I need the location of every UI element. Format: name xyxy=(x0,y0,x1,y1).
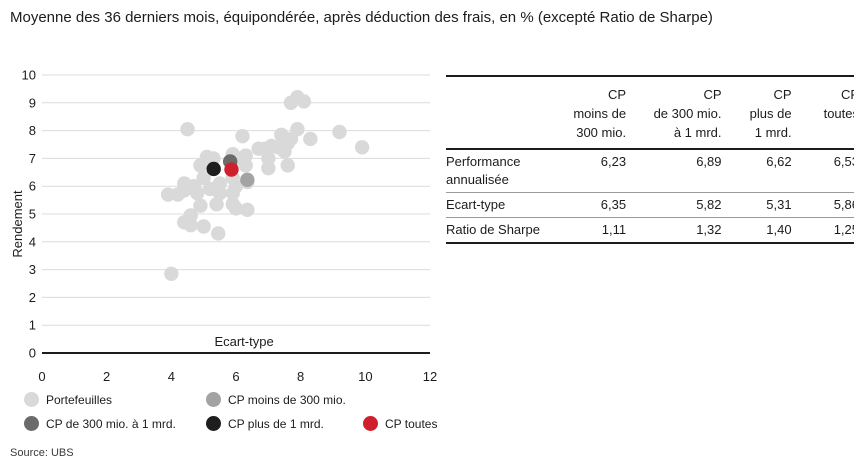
legend-item-cp-300-1mrd: CP de 300 mio. à 1 mrd. xyxy=(24,416,176,431)
table-cell: 1,40 xyxy=(728,217,799,244)
point-portefeuilles xyxy=(238,148,253,163)
point-portefeuilles xyxy=(190,185,205,201)
table-cell: 5,82 xyxy=(633,192,729,218)
point-portefeuilles xyxy=(235,128,250,144)
point-portefeuilles xyxy=(183,217,198,233)
point-portefeuilles xyxy=(228,201,244,216)
table-header-cell: CP moins de 300 mio. xyxy=(557,75,634,150)
table-row-label: Ecart-type xyxy=(446,192,558,218)
x-tick-label: 0 xyxy=(38,369,45,384)
legend-swatch xyxy=(24,416,39,431)
point-portefeuilles xyxy=(261,151,276,166)
table-cell: 1,11 xyxy=(557,217,634,244)
table-cell: 5,31 xyxy=(728,192,799,218)
point-cp-moins-de-300-mio xyxy=(240,172,255,188)
legend-item-cp-moins-300: CP moins de 300 mio. xyxy=(206,392,346,407)
legend-label: CP toutes xyxy=(385,416,438,431)
table-row: Ecart-type 6,35 5,82 5,31 5,86 xyxy=(446,192,854,218)
y-tick-label: 8 xyxy=(29,123,36,138)
x-tick-label: 4 xyxy=(168,369,175,384)
point-portefeuilles xyxy=(196,219,211,234)
y-tick-label: 9 xyxy=(29,95,36,110)
y-tick-label: 7 xyxy=(29,151,36,166)
point-cp-toutes xyxy=(224,162,239,177)
legend-swatch xyxy=(206,416,221,431)
legend-swatch xyxy=(24,392,39,407)
x-tick-label: 6 xyxy=(232,369,239,384)
y-axis-label: Rendement xyxy=(10,190,25,258)
point-portefeuilles xyxy=(240,202,255,218)
table-cell: 6,89 xyxy=(633,149,729,193)
y-tick-label: 0 xyxy=(29,346,36,361)
x-tick-labels: 0 2 4 6 8 10 12 xyxy=(38,369,437,384)
point-portefeuilles xyxy=(296,94,312,109)
table-header-cell: CP de 300 mio. à 1 mrd. xyxy=(633,75,729,150)
y-tick-label: 4 xyxy=(29,234,36,249)
point-portefeuilles xyxy=(196,170,211,186)
table-cell: 6,53 xyxy=(798,149,854,193)
table-cell: 1,25 xyxy=(798,217,854,244)
y-tick-label: 1 xyxy=(29,318,36,333)
table-cell: 6,62 xyxy=(728,149,799,193)
legend-item-cp-toutes: CP toutes xyxy=(363,416,437,431)
y-tick-labels: 0 1 2 3 4 5 6 7 8 9 10 xyxy=(22,68,36,361)
point-cp-plus-de-1-mrd xyxy=(206,161,221,177)
source-note: Source: UBS xyxy=(10,447,74,459)
data-points xyxy=(160,90,370,281)
table-row-label: Ratio de Sharpe xyxy=(446,217,558,244)
x-tick-label: 10 xyxy=(358,369,372,384)
statistics-table: CP moins de 300 mio. CP de 300 mio. à 1 mrd.… xyxy=(446,75,854,244)
legend-label: CP moins de 300 mio. xyxy=(228,392,346,407)
table-header-cell: CP plus de 1 mrd. xyxy=(728,75,799,150)
y-tick-label: 6 xyxy=(29,179,36,194)
x-tick-label: 8 xyxy=(297,369,304,384)
table-header-cell xyxy=(446,75,558,150)
point-portefeuilles xyxy=(280,158,295,173)
point-portefeuilles xyxy=(180,122,195,137)
point-portefeuilles xyxy=(212,185,228,201)
point-portefeuilles xyxy=(303,131,318,147)
y-tick-label: 5 xyxy=(29,207,36,222)
legend-item-cp-plus-1mrd: CP plus de 1 mrd. xyxy=(206,416,324,431)
table-cell: 5,86 xyxy=(798,192,854,218)
table-header-row: CP moins de 300 mio. CP de 300 mio. à 1 mrd.… xyxy=(446,75,854,150)
point-portefeuilles xyxy=(206,151,221,166)
legend-label: Portefeuilles xyxy=(46,392,113,407)
y-tick-label: 10 xyxy=(22,68,36,83)
point-portefeuilles xyxy=(354,140,370,155)
point-portefeuilles xyxy=(164,266,179,281)
x-tick-label: 2 xyxy=(103,369,110,384)
table-cell: 6,23 xyxy=(557,149,634,193)
legend-swatch xyxy=(363,416,378,431)
point-portefeuilles xyxy=(209,197,224,212)
x-axis-label: Ecart-type xyxy=(214,334,273,349)
table-row: Ratio de Sharpe 1,11 1,32 1,40 1,25 xyxy=(446,217,854,244)
table-row-label: Performance annualisée xyxy=(446,149,558,193)
table-row: Performance annualisée 6,23 6,89 6,62 6,5… xyxy=(446,149,854,193)
legend-label: CP plus de 1 mrd. xyxy=(228,416,324,431)
point-portefeuilles xyxy=(290,122,305,137)
y-tick-label: 3 xyxy=(29,262,36,277)
point-portefeuilles xyxy=(193,198,208,213)
table-cell: 1,32 xyxy=(633,217,729,244)
y-tick-label: 2 xyxy=(29,290,36,305)
x-tick-label: 12 xyxy=(423,369,437,384)
chart-subtitle: Moyenne des 36 derniers mois, équipondér… xyxy=(10,9,713,26)
legend-swatch xyxy=(206,392,221,407)
legend-item-portefeuilles: Portefeuilles xyxy=(24,392,112,407)
table-cell: 6,35 xyxy=(557,192,634,218)
point-portefeuilles xyxy=(332,124,347,140)
point-portefeuilles xyxy=(211,226,226,241)
legend-label: CP de 300 mio. à 1 mrd. xyxy=(46,416,176,431)
